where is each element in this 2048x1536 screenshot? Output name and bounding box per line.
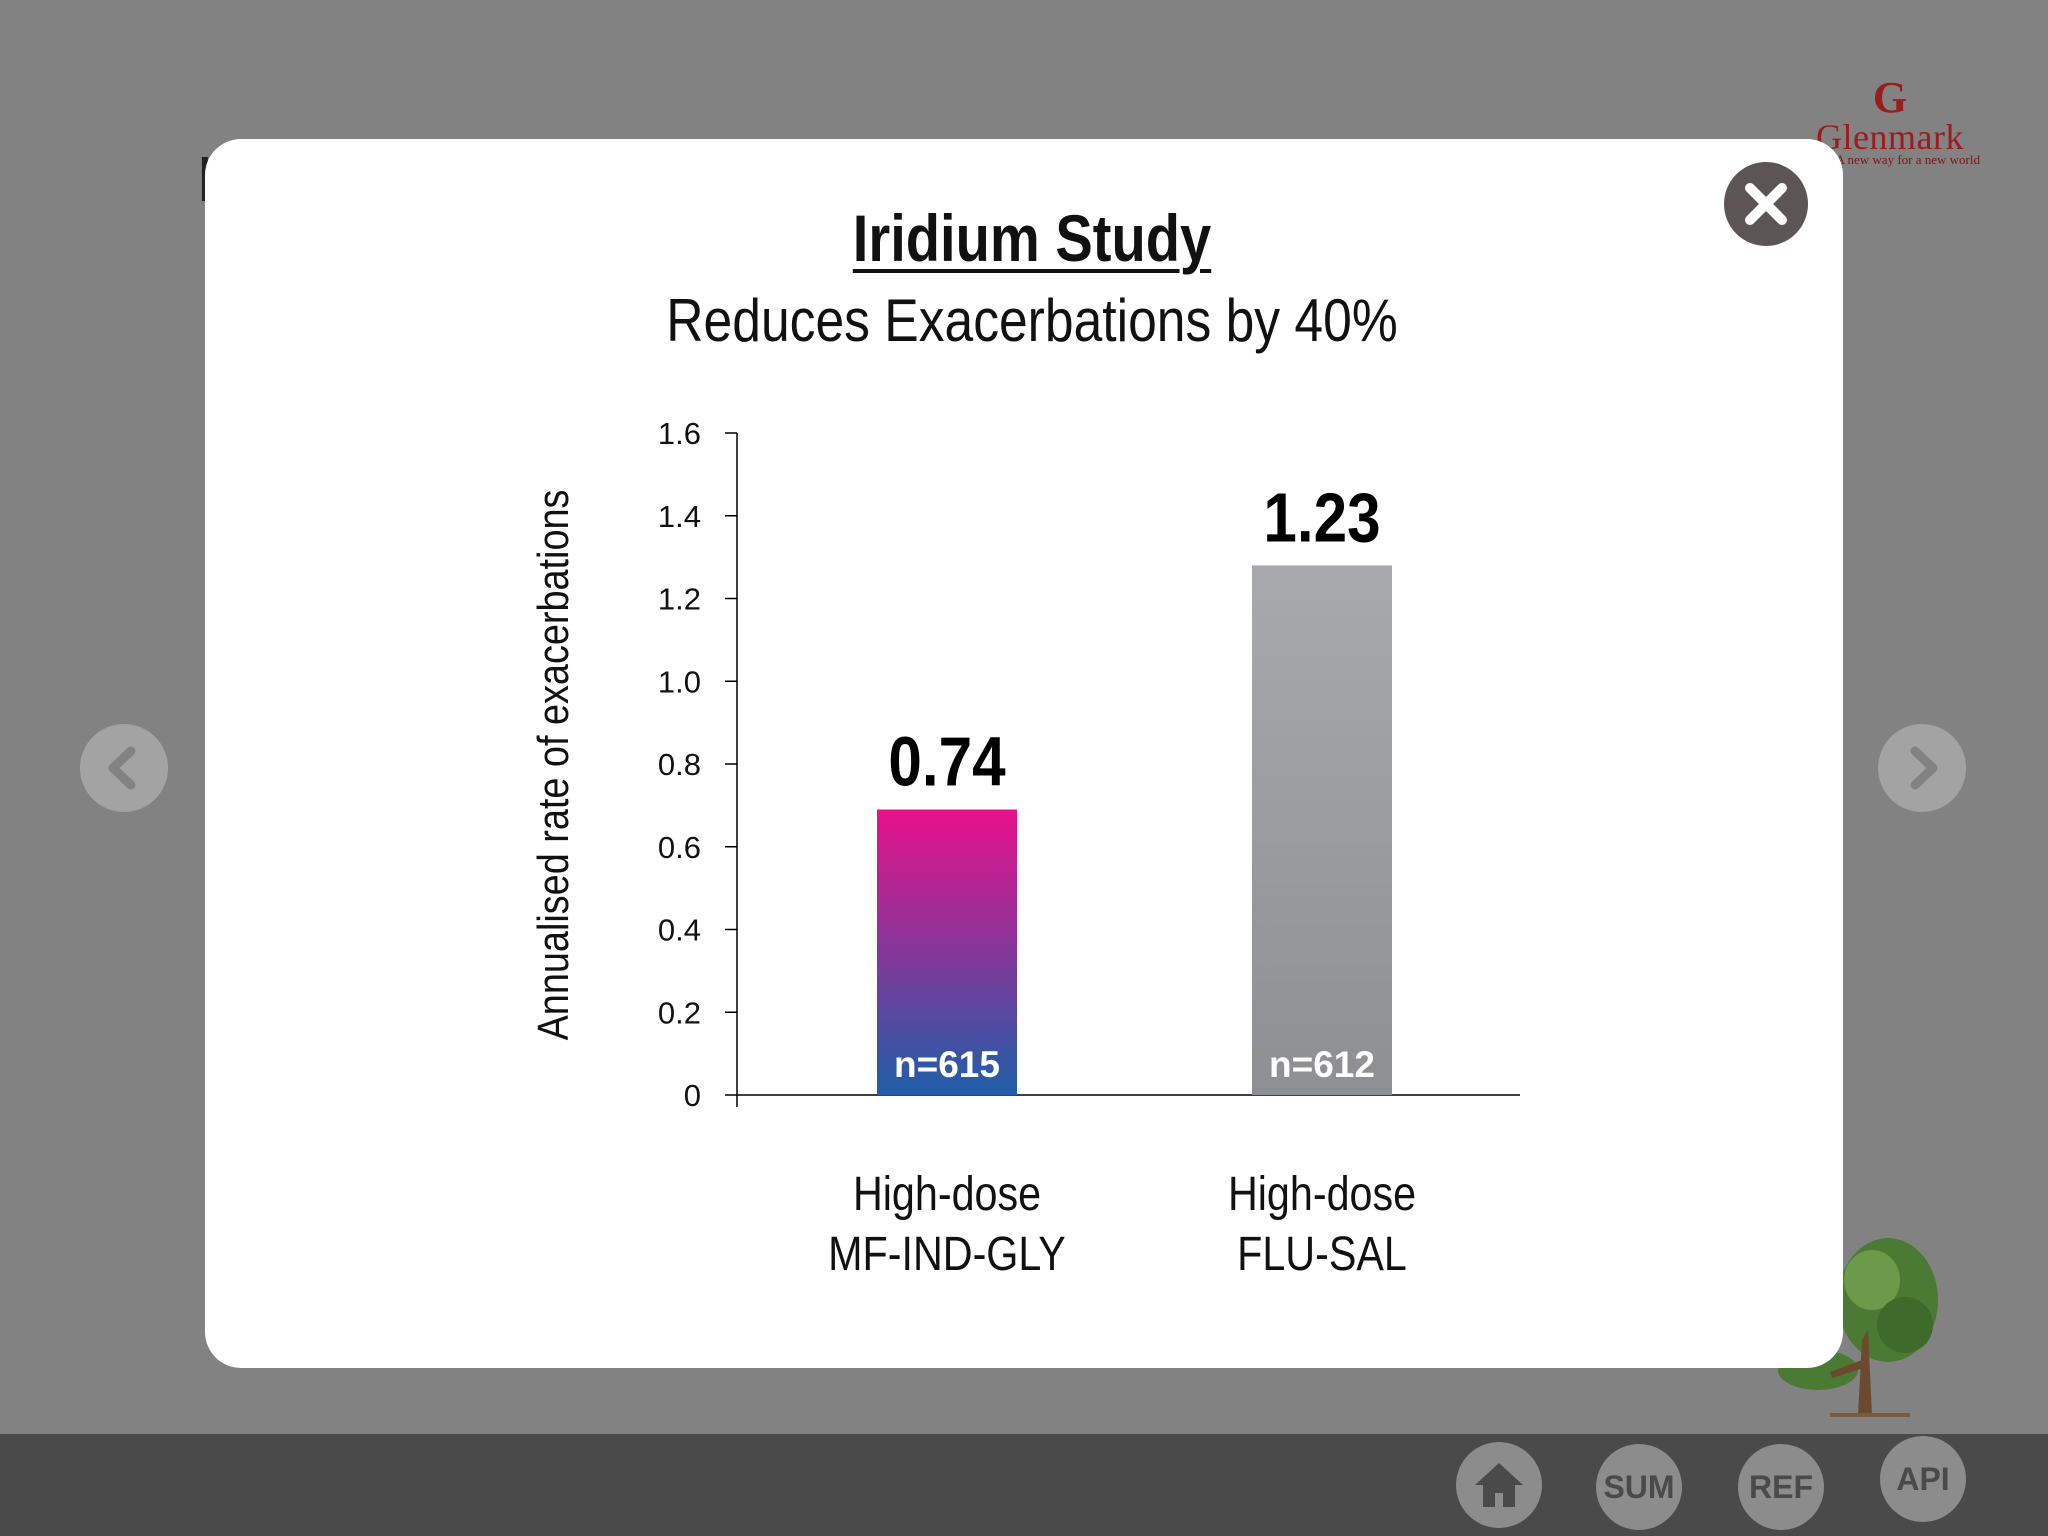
home-button[interactable]	[1456, 1442, 1542, 1528]
x-category-label: High-dose	[1228, 1167, 1416, 1221]
y-axis-label: Annualised rate of exacerbations	[528, 490, 577, 1041]
bar-n-label: n=612	[1269, 1044, 1375, 1085]
y-tick-label: 1.4	[658, 499, 701, 534]
study-popup-modal	[205, 139, 1843, 1368]
modal-subtitle: Reduces Exacerbations by 40%	[666, 287, 1398, 354]
y-tick-label: 0.8	[658, 747, 701, 782]
bar-n-label: n=615	[894, 1044, 1000, 1085]
logo-mark: G	[1872, 73, 1908, 122]
bar-1	[1252, 565, 1392, 1095]
chart-axes	[736, 433, 1520, 1107]
y-tick-label: 0	[684, 1078, 701, 1113]
y-tick-label: 0.6	[658, 830, 701, 865]
bar-value-label: 1.23	[1263, 478, 1380, 556]
previous-slide-button[interactable]	[80, 724, 168, 812]
logo-wordmark: Glenmark	[1816, 117, 1964, 157]
modal-title: Iridium Study	[852, 201, 1212, 275]
chart-bars	[877, 565, 1392, 1095]
home-icon	[1475, 1463, 1523, 1507]
x-category-label: High-dose	[853, 1167, 1041, 1221]
y-tick-label: 1.2	[658, 582, 701, 617]
x-category-label: MF-IND-GLY	[828, 1227, 1066, 1281]
close-icon	[1745, 183, 1787, 225]
api-button[interactable]: API	[1880, 1436, 1966, 1522]
chevron-right-icon	[1910, 746, 1938, 790]
chart-labels: Annualised rate of exacerbations 0.74 n=61…	[528, 478, 1416, 1281]
y-tick-label: 1.6	[658, 416, 701, 451]
ref-button[interactable]: REF	[1738, 1444, 1824, 1530]
chevron-left-icon	[108, 746, 136, 790]
y-tick-label: 0.4	[658, 913, 701, 948]
bar-value-label: 0.74	[888, 722, 1005, 800]
x-category-label: FLU-SAL	[1237, 1227, 1407, 1281]
logo-tagline: A new way for a new world	[1835, 152, 1980, 167]
sum-button[interactable]: SUM	[1596, 1444, 1682, 1530]
next-slide-button[interactable]	[1878, 724, 1966, 812]
y-axis-ticks: 0 0.2 0.4 0.6 0.8 1.0 1.2 1.4 1.6	[658, 416, 737, 1113]
glenmark-logo: G Glenmark A new way for a new world	[1800, 76, 1980, 176]
bar-0	[877, 809, 1017, 1095]
bottom-toolbar: SUM REF API	[0, 1434, 2048, 1536]
y-tick-label: 0.2	[658, 995, 701, 1030]
y-tick-label: 1.0	[658, 664, 701, 699]
close-modal-button[interactable]	[1720, 158, 1812, 250]
